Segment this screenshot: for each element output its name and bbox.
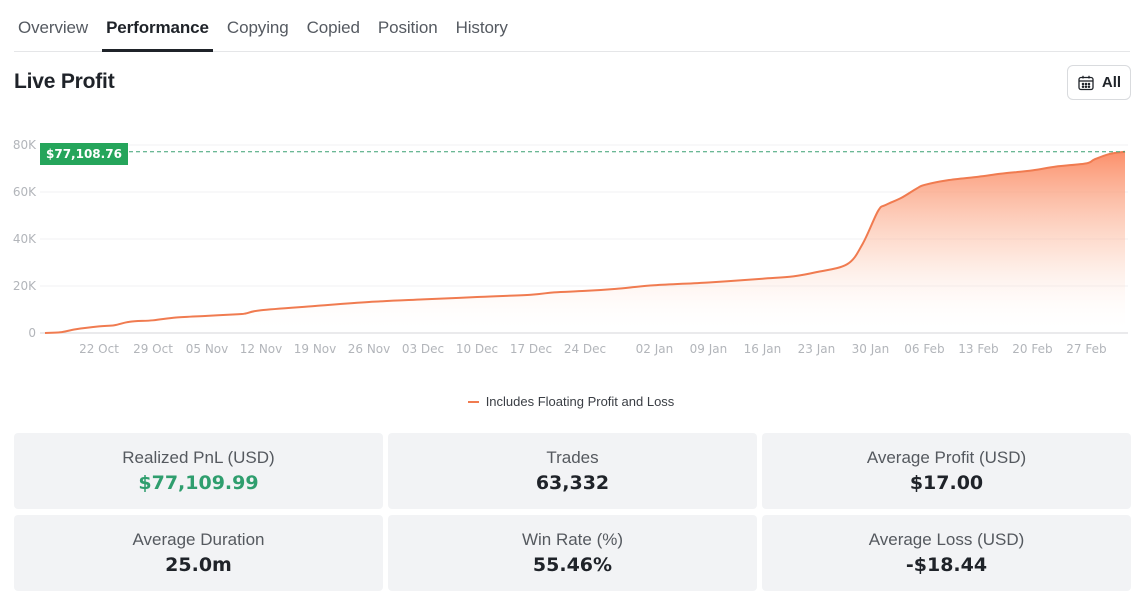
y-axis: 0 20K 40K 60K 80K [13, 138, 37, 340]
svg-text:06 Feb: 06 Feb [904, 342, 944, 356]
tab-copying[interactable]: Copying [226, 18, 289, 37]
stat-label: Win Rate (%) [521, 530, 624, 549]
section-title: Live Profit [14, 70, 115, 93]
legend-line-swatch-icon [467, 400, 479, 403]
stat-value: 63,332 [535, 472, 610, 494]
svg-text:05 Nov: 05 Nov [186, 342, 229, 356]
tab-bar: Overview Performance Copying Copied Posi… [14, 0, 1130, 52]
svg-text:20 Feb: 20 Feb [1012, 342, 1052, 356]
stat-value: $17.00 [909, 472, 984, 494]
stat-trades: Trades 63,332 [388, 433, 757, 509]
svg-text:23 Jan: 23 Jan [798, 342, 836, 356]
stat-label: Average Duration [132, 530, 265, 549]
svg-text:0: 0 [28, 326, 36, 340]
stat-value: 55.46% [532, 554, 613, 576]
tab-overview[interactable]: Overview [18, 18, 89, 37]
tab-history[interactable]: History [455, 18, 508, 37]
svg-text:03 Dec: 03 Dec [402, 342, 444, 356]
svg-text:13 Feb: 13 Feb [958, 342, 998, 356]
stat-average-loss: Average Loss (USD) -$18.44 [762, 515, 1131, 591]
stat-win-rate: Win Rate (%) 55.46% [388, 515, 757, 591]
stat-realized-pnl: Realized PnL (USD) $77,109.99 [14, 433, 383, 509]
svg-text:02 Jan: 02 Jan [636, 342, 674, 356]
date-range-button[interactable]: All [1067, 65, 1131, 100]
x-axis: 22 Oct 29 Oct 05 Nov 12 Nov 19 Nov 26 Nov 03 D… [79, 342, 1107, 356]
svg-text:22 Oct: 22 Oct [79, 342, 119, 356]
svg-text:12 Nov: 12 Nov [240, 342, 283, 356]
stat-label: Average Loss (USD) [868, 530, 1025, 549]
svg-text:10 Dec: 10 Dec [456, 342, 498, 356]
legend-label: Includes Floating Profit and Loss [485, 394, 675, 409]
profit-line [44, 150, 1126, 334]
stats-grid: Realized PnL (USD) $77,109.99 Trades 63,… [14, 433, 1131, 591]
svg-text:24 Dec: 24 Dec [564, 342, 606, 356]
stat-label: Realized PnL (USD) [122, 448, 275, 467]
svg-text:80K: 80K [13, 138, 37, 152]
svg-text:60K: 60K [13, 185, 37, 199]
stat-average-profit: Average Profit (USD) $17.00 [762, 433, 1131, 509]
calendar-icon [1078, 75, 1094, 90]
live-profit-chart[interactable]: 0 20K 40K 60K 80K 22 Oct 29 Oct 05 Nov 12 Nov 19… [0, 125, 1142, 375]
profit-area-fill [45, 151, 1125, 333]
stat-value: -$18.44 [905, 554, 988, 576]
stat-value: 25.0m [165, 554, 232, 576]
stat-label: Average Profit (USD) [866, 448, 1027, 467]
current-value-tag: $77,108.76 [40, 143, 128, 165]
svg-text:30 Jan: 30 Jan [852, 342, 890, 356]
tab-position[interactable]: Position [377, 18, 438, 37]
stat-label: Trades [546, 448, 599, 467]
date-range-label: All [1101, 74, 1122, 91]
chart-legend[interactable]: Includes Floating Profit and Loss [0, 394, 1142, 409]
stat-value: $77,109.99 [138, 472, 259, 494]
svg-text:19 Nov: 19 Nov [294, 342, 337, 356]
svg-text:40K: 40K [13, 232, 37, 246]
svg-text:17 Dec: 17 Dec [510, 342, 552, 356]
svg-text:16 Jan: 16 Jan [744, 342, 782, 356]
tab-copied[interactable]: Copied [306, 18, 360, 37]
svg-text:26 Nov: 26 Nov [348, 342, 391, 356]
stat-average-duration: Average Duration 25.0m [14, 515, 383, 591]
svg-text:20K: 20K [13, 279, 37, 293]
svg-text:27 Feb: 27 Feb [1066, 342, 1106, 356]
svg-text:29 Oct: 29 Oct [133, 342, 173, 356]
svg-text:09 Jan: 09 Jan [690, 342, 728, 356]
tab-performance[interactable]: Performance [102, 18, 213, 52]
